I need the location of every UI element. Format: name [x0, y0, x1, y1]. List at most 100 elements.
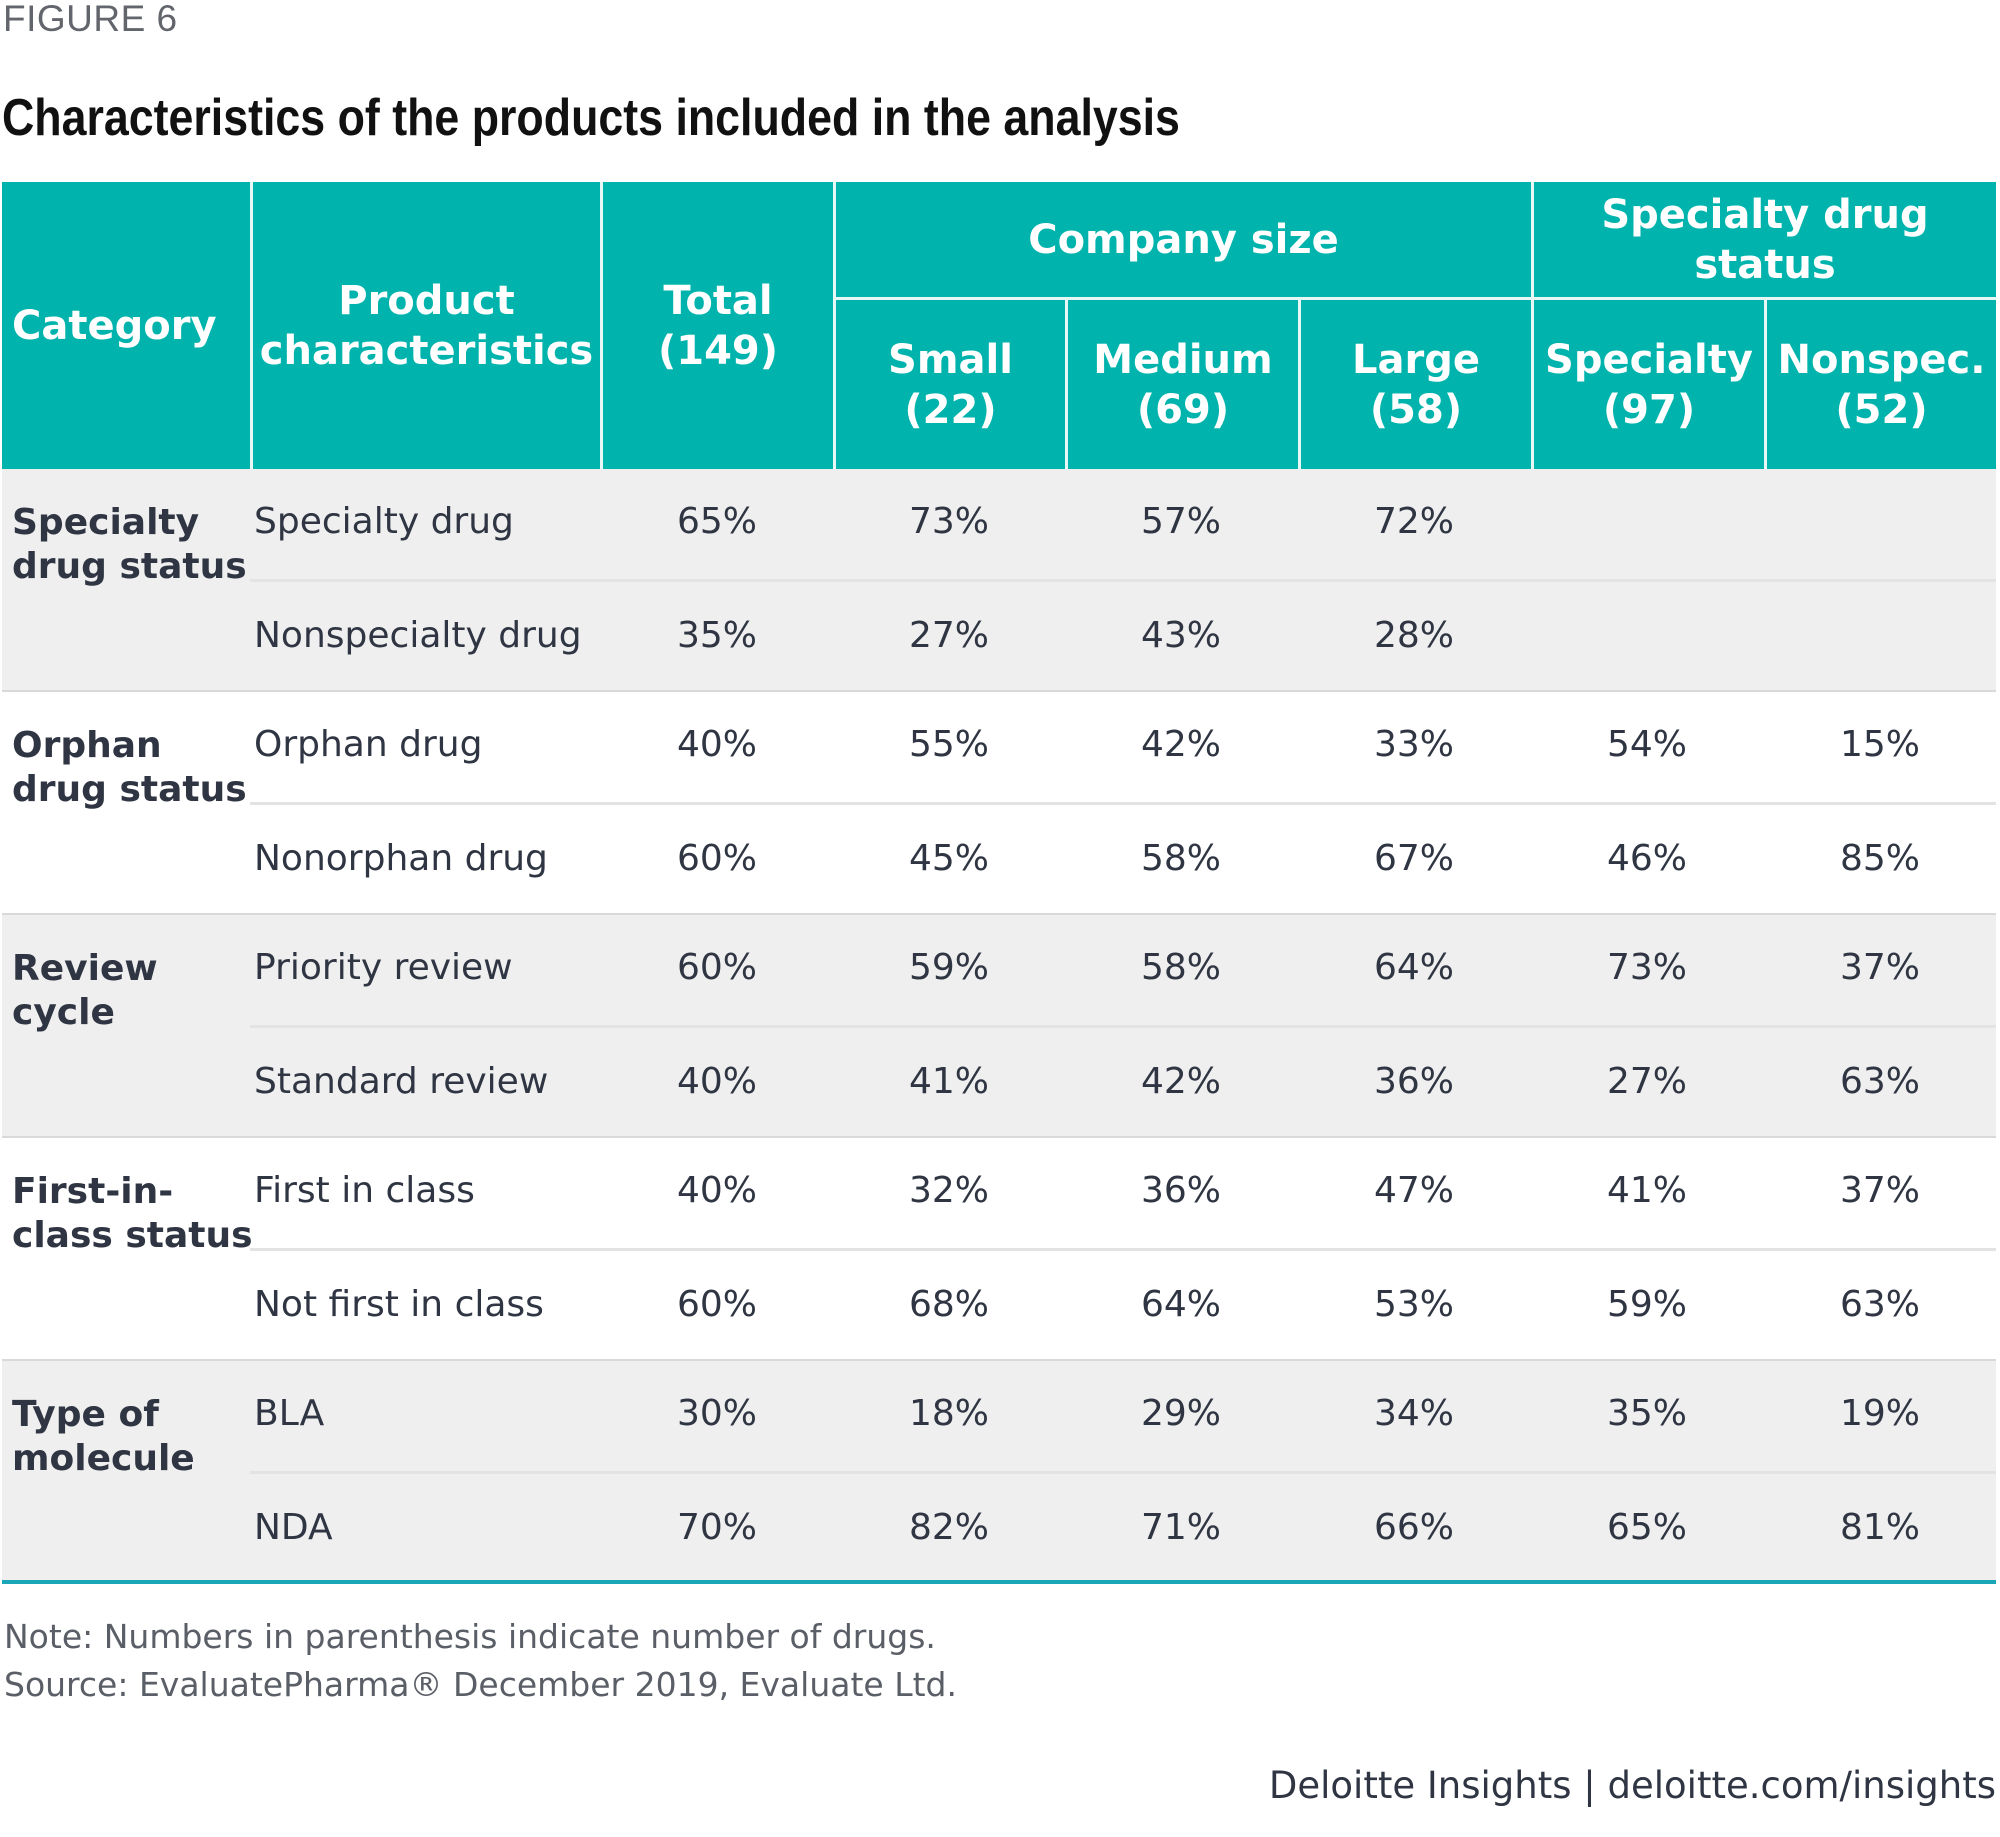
header-product-characteristics: Product characteristics [253, 182, 600, 469]
cell-nonspec: 37% [1839, 947, 1920, 988]
cell-nonspec: 63% [1839, 1061, 1920, 1102]
cell-total: 40% [676, 1170, 757, 1211]
subcolumn-label: Large [1352, 336, 1480, 383]
category-line: molecule [12, 1438, 195, 1479]
cell-total: 40% [676, 724, 757, 765]
cell-nonspec: 19% [1839, 1393, 1920, 1434]
subcolumn-count: (69) [1136, 386, 1230, 433]
category-line: cycle [12, 992, 115, 1033]
cell-medium: 64% [1140, 1284, 1221, 1325]
header-total-label: Total [663, 277, 773, 324]
category-line: drug status [12, 546, 247, 587]
header-divider [1531, 182, 1534, 469]
cell-total: 60% [676, 947, 757, 988]
category-label: Type of molecule [12, 1393, 195, 1481]
subcolumn-label: Nonspec. [1777, 336, 1986, 383]
cell-specialty: 65% [1606, 1507, 1687, 1548]
cell-total: 30% [676, 1393, 757, 1434]
cell-specialty: 35% [1606, 1393, 1687, 1434]
cell-medium: 42% [1140, 1061, 1221, 1102]
cell-large: 66% [1373, 1507, 1454, 1548]
subcolumn-count: (52) [1835, 386, 1928, 433]
row-divider [250, 1471, 1996, 1474]
cell-nonspec: 81% [1839, 1507, 1920, 1548]
cell-small: 68% [908, 1284, 989, 1325]
table-note: Note: Numbers in parenthesis indicate nu… [4, 1617, 936, 1656]
cell-large: 53% [1373, 1284, 1454, 1325]
header-specialty-status-label: Specialty drug status [1601, 191, 1929, 288]
cell-total: 60% [676, 838, 757, 879]
cell-medium: 36% [1140, 1170, 1221, 1211]
cell-large: 36% [1373, 1061, 1454, 1102]
cell-large: 72% [1373, 501, 1454, 542]
cell-total: 60% [676, 1284, 757, 1325]
table-bottom-rule [2, 1580, 1996, 1584]
subcolumn-count: (22) [904, 386, 997, 433]
category-label: Specialty drug status [12, 501, 247, 589]
table-source: Source: EvaluatePharma® December 2019, E… [4, 1665, 957, 1704]
cell-nonspec: 63% [1839, 1284, 1920, 1325]
cell-specialty: 59% [1606, 1284, 1687, 1325]
cell-specialty: 41% [1606, 1170, 1687, 1211]
cell-total: 35% [676, 615, 757, 656]
cell-medium: 42% [1140, 724, 1221, 765]
product-characteristic: Orphan drug [254, 724, 483, 765]
cell-small: 55% [908, 724, 989, 765]
header-divider [833, 297, 1996, 300]
cell-nonspec: 37% [1839, 1170, 1920, 1211]
category-line: Orphan [12, 725, 162, 766]
subcolumn-count: (97) [1602, 386, 1696, 433]
cell-small: 41% [908, 1061, 989, 1102]
header-category-label: Category [12, 302, 217, 349]
header-divider [1065, 297, 1068, 469]
cell-specialty: 46% [1606, 838, 1687, 879]
product-characteristic: NDA [254, 1507, 333, 1548]
cell-small: 27% [908, 615, 989, 656]
cell-small: 82% [908, 1507, 989, 1548]
category-label: Orphan drug status [12, 724, 247, 812]
cell-small: 32% [908, 1170, 989, 1211]
row-divider [250, 579, 1996, 582]
cell-specialty: 27% [1606, 1061, 1687, 1102]
figure-label: FIGURE 6 [3, 0, 178, 39]
header-category: Category [12, 182, 248, 469]
cell-medium: 57% [1140, 501, 1221, 542]
header-total: Total (149) [603, 182, 833, 469]
category-line: drug status [12, 769, 247, 810]
header-subcolumn-specialty: Specialty (97) [1534, 300, 1764, 469]
cell-specialty: 73% [1606, 947, 1687, 988]
header-specialty-drug-status: Specialty drug status [1534, 182, 1996, 297]
cell-large: 67% [1373, 838, 1454, 879]
cell-small: 45% [908, 838, 989, 879]
cell-small: 73% [908, 501, 989, 542]
product-characteristic: First in class [254, 1170, 475, 1211]
header-divider [250, 182, 253, 469]
category-line: Type of [12, 1394, 159, 1435]
subcolumn-label: Specialty [1545, 336, 1753, 383]
category-label: First-in-class status [12, 1170, 253, 1258]
product-characteristic: BLA [254, 1393, 325, 1434]
header-divider [1298, 297, 1301, 469]
footer-credit: Deloitte Insights | deloitte.com/insight… [1268, 1764, 1996, 1807]
category-line: Specialty [12, 502, 200, 543]
category-line: First-in- [12, 1171, 174, 1212]
row-divider [250, 1025, 1996, 1028]
category-label: Review cycle [12, 947, 158, 1035]
header-subcolumn-small: Small (22) [836, 300, 1065, 469]
cell-small: 59% [908, 947, 989, 988]
product-characteristic: Specialty drug [254, 501, 514, 542]
cell-large: 34% [1373, 1393, 1454, 1434]
header-company-size-label: Company size [1028, 216, 1339, 263]
cell-medium: 71% [1140, 1507, 1221, 1548]
header-product-line2: characteristics [259, 327, 594, 374]
cell-small: 18% [908, 1393, 989, 1434]
cell-total: 70% [676, 1507, 757, 1548]
header-product-line1: Product [338, 277, 515, 324]
category-line: Review [12, 948, 158, 989]
product-characteristic: Standard review [254, 1061, 549, 1102]
cell-medium: 58% [1140, 838, 1221, 879]
product-characteristic: Nonspecialty drug [254, 615, 582, 656]
cell-large: 33% [1373, 724, 1454, 765]
cell-large: 47% [1373, 1170, 1454, 1211]
header-subcolumn-nonspec: Nonspec. (52) [1767, 300, 1996, 469]
